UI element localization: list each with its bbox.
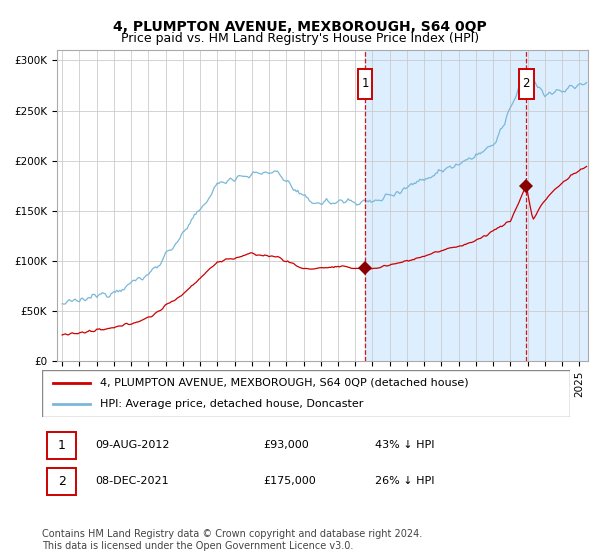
FancyBboxPatch shape xyxy=(42,370,570,417)
Text: 26% ↓ HPI: 26% ↓ HPI xyxy=(374,476,434,486)
Text: £175,000: £175,000 xyxy=(264,476,317,486)
Text: Price paid vs. HM Land Registry's House Price Index (HPI): Price paid vs. HM Land Registry's House … xyxy=(121,32,479,45)
Text: 2: 2 xyxy=(523,77,530,90)
FancyBboxPatch shape xyxy=(358,69,373,99)
Text: 1: 1 xyxy=(58,439,66,452)
Text: 4, PLUMPTON AVENUE, MEXBOROUGH, S64 0QP: 4, PLUMPTON AVENUE, MEXBOROUGH, S64 0QP xyxy=(113,20,487,34)
Text: 4, PLUMPTON AVENUE, MEXBOROUGH, S64 0QP (detached house): 4, PLUMPTON AVENUE, MEXBOROUGH, S64 0QP … xyxy=(100,378,469,388)
FancyBboxPatch shape xyxy=(519,69,533,99)
Text: Contains HM Land Registry data © Crown copyright and database right 2024.
This d: Contains HM Land Registry data © Crown c… xyxy=(42,529,422,551)
Text: 09-AUG-2012: 09-AUG-2012 xyxy=(95,440,169,450)
Text: 43% ↓ HPI: 43% ↓ HPI xyxy=(374,440,434,450)
Text: HPI: Average price, detached house, Doncaster: HPI: Average price, detached house, Donc… xyxy=(100,399,364,409)
Text: 2: 2 xyxy=(58,475,66,488)
Text: 08-DEC-2021: 08-DEC-2021 xyxy=(95,476,169,486)
Text: £93,000: £93,000 xyxy=(264,440,310,450)
FancyBboxPatch shape xyxy=(47,432,76,459)
Text: 1: 1 xyxy=(362,77,369,90)
Bar xyxy=(365,50,600,361)
FancyBboxPatch shape xyxy=(47,468,76,494)
